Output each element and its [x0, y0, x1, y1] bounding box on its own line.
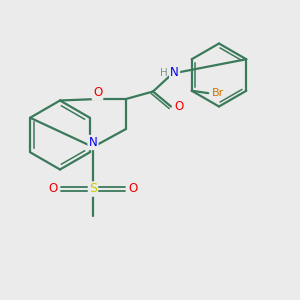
Text: O: O [93, 86, 102, 100]
Text: O: O [49, 182, 58, 196]
Text: O: O [175, 100, 184, 113]
Text: H: H [160, 68, 168, 78]
Text: Br: Br [212, 88, 224, 98]
Text: N: N [88, 136, 98, 149]
Text: S: S [89, 182, 97, 196]
Text: N: N [170, 66, 179, 80]
Text: O: O [128, 182, 137, 196]
